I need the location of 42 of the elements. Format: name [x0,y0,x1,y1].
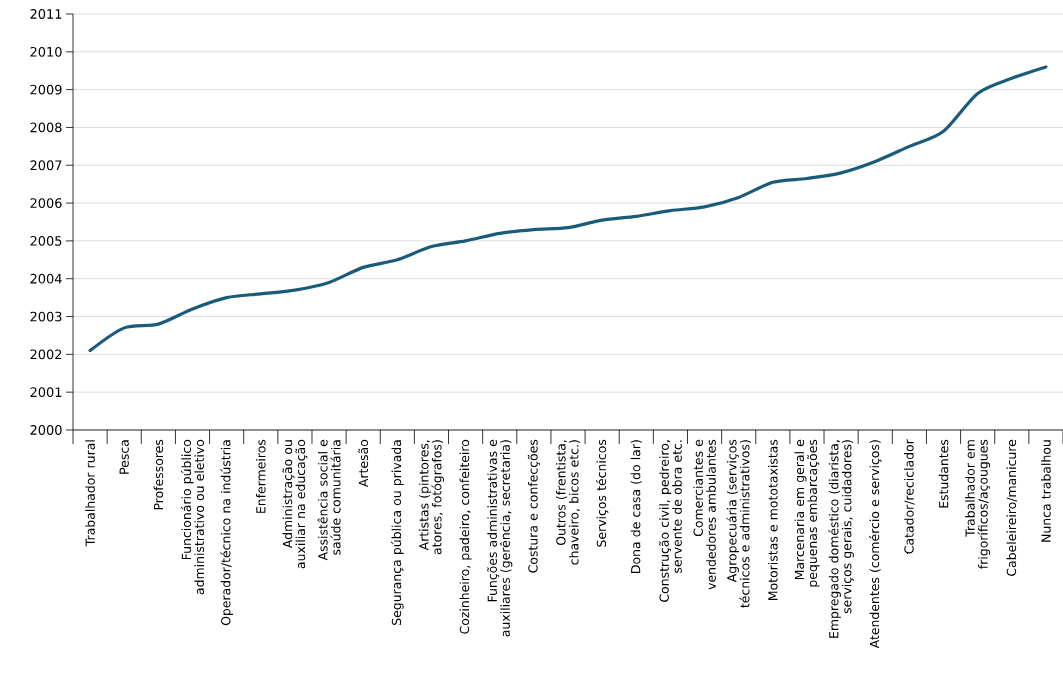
y-tick-label: 2005 [30,236,62,246]
x-tick-label: Agropecuária (serviços técnicos e administrativos) [726,439,751,608]
x-tick-label: Empregado doméstico (diarista, serviços gerais, cuidadores) [828,440,854,638]
y-tick-label: 2004 [30,273,62,284]
x-tick-label: Segurança pública ou privada [391,440,404,625]
x-tick-label: Outros (frentista, chaveiro, bicos etc.) [555,440,581,565]
x-tick-label: Pesca [119,440,129,474]
x-tick-label: Serviços técnicos [595,439,609,547]
y-tick-label: 2011 [30,9,62,19]
x-tick-label: Enfermeiros [255,439,266,513]
y-tick-label: 2001 [30,387,62,398]
x-tick-label: Operador/técnico na indústria [220,440,233,626]
x-tick-label: Nunca trabalhou [1041,440,1051,542]
x-tick-label: Administração ou auxiliar na educação [282,439,308,569]
y-tick-label: 2009 [30,84,62,95]
x-tick-label: Costura e confecções [527,439,540,573]
y-tick-label: 2000 [30,425,62,435]
y-tick-label: 2006 [30,198,62,208]
line-series [88,65,1048,353]
x-tick-label: Estudantes [938,439,949,508]
x-tick-label: Dona de casa (do lar) [630,440,642,573]
x-tick-label: Professores [153,439,164,510]
x-tick-label: Assistência social e saúde comunitária [317,439,341,561]
x-tick-label: Construção civil, pedreiro, servente de obra etc. [659,440,682,602]
x-tick-label: Cabeleireiro/manicure [1006,439,1018,576]
y-tick-label: 2007 [30,160,62,171]
x-tick-label: Marcenaria em geral e pequenas embarcações [794,439,820,587]
y-tick-label: 2002 [30,349,62,360]
y-tick-label: 2003 [30,311,62,322]
x-tick-label: Artesão [358,439,369,488]
x-tick-label: Trabalhador em frigoríficos/açougues [965,439,991,569]
x-tick-label: Motoristas e mototaxistas [768,439,778,600]
x-tick-label: Atendentes (comércio e serviços) [869,440,882,649]
x-tick-label: Trabalhador rural [85,440,95,547]
x-tick-label: Catador/reciclador [904,439,915,554]
x-tick-label: Artistas (pintores, atores, fotógrafos) [418,440,444,555]
y-tick-label: 2008 [30,122,62,133]
x-tick-label: Funcionário público administrativo ou eletivo [180,439,205,595]
x-tick-label: Cozinheiro, padeiro, confeiteiro [459,439,472,634]
x-tick-label: Comerciantes e vendedores ambulantes [693,439,716,590]
y-tick-label: 2010 [30,46,62,57]
x-tick-label: Funções administrativas e auxiliares (gerência, secretaria) [487,439,513,637]
